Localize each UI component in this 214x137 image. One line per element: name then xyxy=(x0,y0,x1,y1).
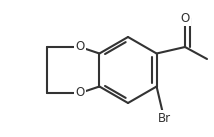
Text: Br: Br xyxy=(158,112,171,125)
Text: O: O xyxy=(75,41,85,54)
Text: O: O xyxy=(75,86,85,99)
Text: O: O xyxy=(180,12,190,25)
